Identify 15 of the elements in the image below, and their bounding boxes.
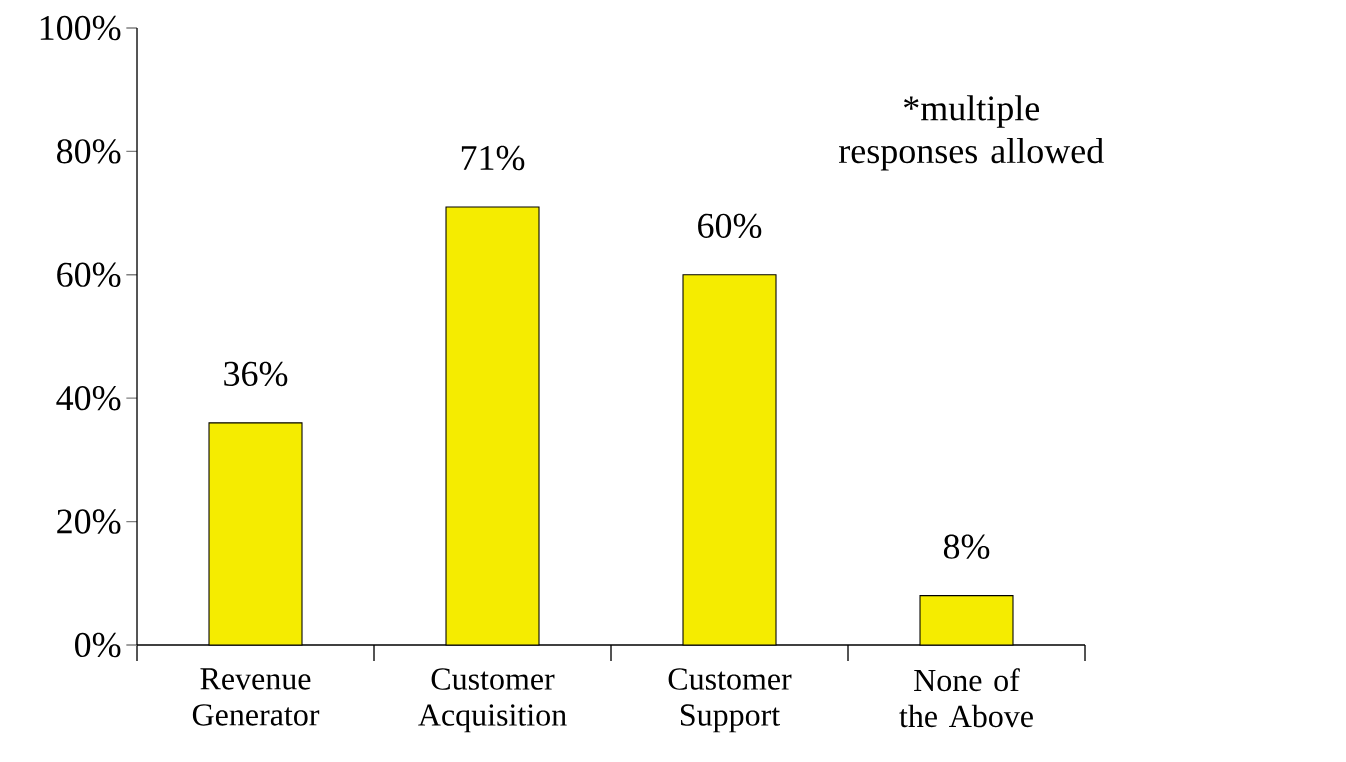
y-tick-label: 0% xyxy=(75,632,121,658)
y-tick-label: 100% xyxy=(40,15,121,41)
data-label: 8% xyxy=(943,534,990,559)
y-tick-label: 40% xyxy=(56,385,121,411)
y-tick-label: 60% xyxy=(57,262,121,287)
data-label: 60% xyxy=(698,213,762,239)
data-label: 36% xyxy=(224,361,288,387)
annotation: *multiple responses allowed xyxy=(838,95,1104,171)
y-tick-label: 80% xyxy=(57,139,121,164)
x-tick-label: None of the Above xyxy=(899,668,1033,728)
x-tick-label: Revenue Generator xyxy=(192,668,320,726)
y-tick-label: 20% xyxy=(57,509,121,534)
x-tick-label: Customer Acquisition xyxy=(418,668,567,733)
data-label: 71% xyxy=(461,145,525,171)
x-tick-label: Customer Support xyxy=(668,668,792,733)
